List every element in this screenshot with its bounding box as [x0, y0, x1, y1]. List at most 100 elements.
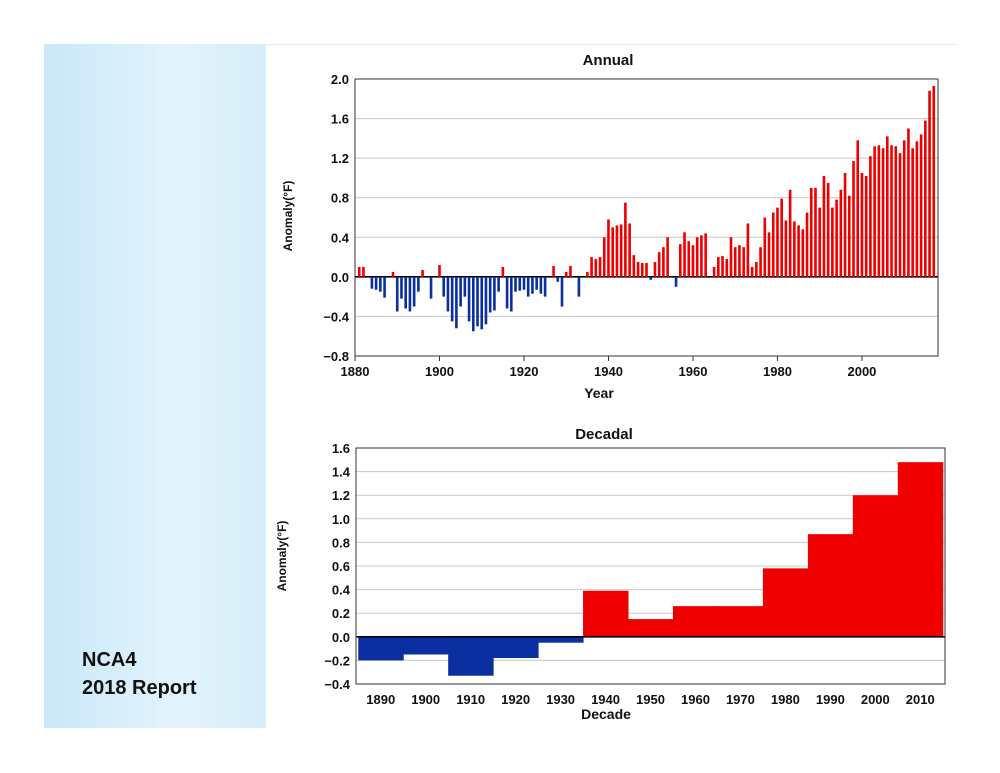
decadal-y-tick: 0.4 — [332, 583, 351, 598]
annual-bar — [826, 182, 830, 277]
annual-bar — [531, 276, 534, 294]
annual-x-tick: 1980 — [763, 364, 792, 379]
annual-x-tick: 1880 — [341, 364, 370, 379]
annual-y-tick: 1.2 — [331, 151, 349, 166]
annual-bar — [755, 262, 758, 277]
annual-bar — [442, 276, 446, 297]
decadal-bar — [672, 606, 719, 637]
annual-bar — [712, 266, 716, 277]
decadal-x-tick: 2010 — [906, 692, 935, 707]
annual-bar — [602, 237, 606, 277]
annual-bar — [881, 148, 885, 277]
annual-bar — [577, 276, 581, 297]
annual-bar — [924, 120, 927, 277]
annual-y-tick: −0.8 — [323, 349, 349, 364]
annual-bar — [564, 271, 568, 277]
annual-bar — [784, 220, 788, 277]
annual-bar — [636, 262, 640, 277]
annual-bar — [560, 276, 564, 307]
decadal-y-tick: 1.2 — [332, 488, 350, 503]
annual-bar — [383, 276, 386, 298]
decadal-bar — [493, 636, 539, 659]
annual-y-tick: −0.4 — [323, 309, 349, 324]
annual-y-tick: 0.4 — [331, 230, 350, 245]
annual-bar — [514, 276, 517, 292]
annual-bar — [488, 276, 492, 313]
annual-bar — [615, 225, 619, 277]
annual-chart-title: Annual — [583, 52, 634, 69]
annual-bar — [459, 276, 462, 307]
annual-bar — [860, 172, 864, 277]
annual-bar — [678, 244, 682, 277]
decadal-x-tick: 1890 — [366, 692, 395, 707]
decadal-chart-title: Decadal — [575, 426, 633, 443]
annual-bar — [700, 235, 703, 277]
decadal-y-axis-label: Anomaly(°F) — [275, 521, 289, 592]
annual-x-tick: 1960 — [679, 364, 708, 379]
annual-bar — [649, 276, 653, 280]
annual-bar — [902, 140, 906, 277]
annual-bar — [539, 276, 543, 294]
decadal-x-tick: 1980 — [771, 692, 800, 707]
decadal-x-tick: 1950 — [636, 692, 665, 707]
annual-bar — [438, 264, 441, 277]
annual-bar — [476, 276, 479, 327]
annual-bar — [847, 195, 851, 277]
decadal-bar — [358, 636, 404, 661]
annual-bar — [594, 259, 598, 277]
annual-y-tick: 0.8 — [331, 191, 349, 206]
annual-plot-frame — [354, 78, 939, 357]
decadal-y-tick: 1.4 — [332, 465, 351, 480]
decadal-x-axis-label: Decade — [581, 706, 631, 722]
annual-bar — [421, 269, 424, 277]
annual-bar — [885, 136, 889, 277]
annual-bar — [738, 245, 741, 277]
annual-bar — [653, 262, 657, 277]
annual-bar — [759, 247, 762, 277]
decadal-bars — [356, 462, 945, 676]
annual-bar — [645, 263, 648, 277]
annual-bar — [742, 247, 745, 277]
annual-bar — [552, 265, 555, 277]
decadal-bar — [583, 590, 629, 637]
caption-line-1: NCA4 — [82, 649, 137, 671]
decadal-x-tick: 1970 — [726, 692, 755, 707]
caption-line-2: 2018 Report — [82, 677, 197, 699]
decadal-chart: Decadal 1.6 1.4 1.2 1.0 0.8 0.6 0.4 0.2 0.0 −0.2 −… — [275, 426, 946, 722]
annual-bar — [471, 276, 475, 332]
annual-y-tick: 0.0 — [331, 270, 349, 285]
top-divider — [266, 44, 956, 45]
decadal-y-tick: 0.8 — [332, 535, 350, 550]
annual-bar — [607, 219, 610, 277]
annual-bar — [898, 153, 902, 277]
annual-bar — [695, 237, 699, 277]
annual-bar — [721, 256, 724, 277]
decadal-x-tick: 2000 — [861, 692, 890, 707]
annual-bar — [890, 145, 893, 277]
annual-bar — [404, 276, 408, 309]
annual-bar — [374, 276, 378, 290]
annual-x-axis-label: Year — [584, 385, 614, 401]
annual-bar — [797, 225, 800, 277]
annual-bar — [391, 271, 395, 277]
temperature-anomaly-charts: Annual 2.0 1.6 1.2 0.8 0.4 0.0 −0.4 −0.8 1880 19… — [275, 52, 946, 722]
annual-bar — [911, 148, 914, 277]
decadal-x-tick: 1910 — [456, 692, 485, 707]
annual-bar — [729, 237, 733, 277]
report-caption: NCA4 2018 Report — [82, 646, 197, 702]
annual-bar — [831, 207, 834, 277]
decadal-bar — [538, 636, 584, 643]
annual-bar — [852, 161, 855, 277]
annual-bar — [370, 276, 374, 289]
annual-bar — [907, 128, 910, 277]
decadal-y-tick: −0.2 — [324, 653, 350, 668]
annual-bar — [928, 90, 931, 277]
annual-x-tick: 1900 — [425, 364, 454, 379]
annual-bar — [400, 276, 403, 299]
annual-bar — [915, 141, 919, 277]
decadal-bar — [897, 462, 944, 637]
annual-bar — [463, 276, 467, 297]
annual-x-tick: 1920 — [510, 364, 539, 379]
annual-bar — [788, 189, 792, 277]
annual-bar — [619, 224, 623, 277]
